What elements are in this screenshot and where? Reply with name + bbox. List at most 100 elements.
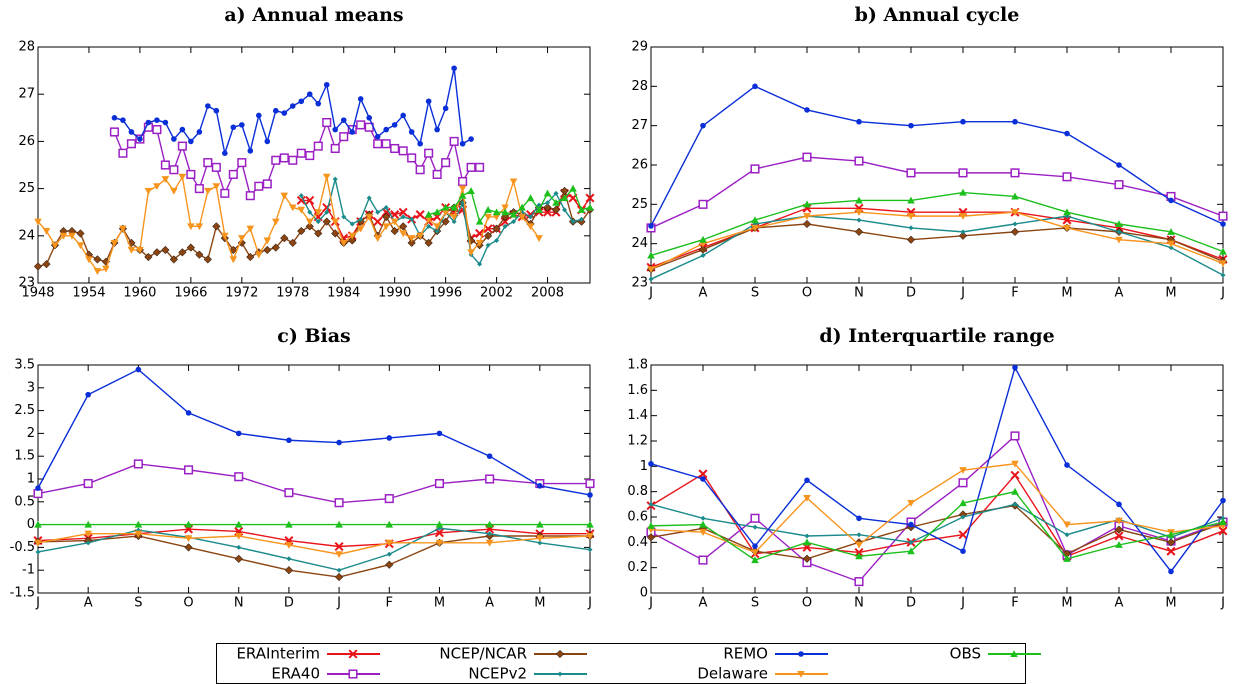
x-tick-label: D bbox=[906, 596, 916, 611]
marker bbox=[441, 209, 450, 216]
marker bbox=[169, 165, 179, 175]
marker bbox=[424, 238, 433, 248]
marker bbox=[398, 146, 408, 156]
marker bbox=[647, 251, 655, 259]
marker bbox=[385, 560, 394, 569]
marker bbox=[314, 209, 323, 216]
marker bbox=[804, 477, 810, 484]
marker bbox=[254, 181, 264, 191]
marker bbox=[1167, 530, 1175, 538]
marker bbox=[382, 223, 390, 231]
marker bbox=[195, 250, 204, 259]
y-tick-label: -1.5 bbox=[10, 586, 35, 601]
y-tick-label: 3.5 bbox=[14, 358, 35, 373]
marker bbox=[76, 229, 85, 238]
marker bbox=[341, 214, 347, 220]
marker bbox=[426, 223, 432, 229]
marker bbox=[136, 246, 144, 254]
marker bbox=[348, 236, 357, 245]
marker bbox=[485, 242, 491, 248]
marker bbox=[205, 103, 211, 109]
marker bbox=[386, 435, 393, 441]
series-line bbox=[37, 368, 591, 496]
marker bbox=[169, 255, 179, 264]
marker bbox=[288, 204, 297, 212]
marker bbox=[407, 153, 417, 163]
marker bbox=[1115, 517, 1123, 525]
marker bbox=[68, 232, 76, 240]
marker bbox=[229, 256, 238, 264]
marker bbox=[127, 246, 136, 254]
marker bbox=[484, 213, 492, 221]
marker bbox=[537, 483, 543, 489]
marker bbox=[184, 520, 193, 528]
y-tick-label: 27 bbox=[631, 118, 648, 133]
marker bbox=[33, 262, 43, 271]
marker bbox=[33, 489, 43, 499]
marker bbox=[501, 204, 509, 212]
y-tick-label: 0 bbox=[27, 517, 35, 532]
series-line bbox=[650, 215, 1224, 280]
marker bbox=[237, 238, 246, 248]
marker bbox=[288, 238, 297, 248]
marker bbox=[416, 232, 424, 240]
x-tick-label: O bbox=[183, 596, 193, 611]
marker bbox=[1012, 221, 1018, 227]
marker bbox=[358, 216, 364, 222]
marker bbox=[1220, 221, 1226, 227]
marker bbox=[451, 65, 457, 72]
x-tick-label: J bbox=[587, 596, 592, 611]
series-line bbox=[37, 533, 591, 555]
marker bbox=[334, 541, 344, 551]
marker bbox=[109, 127, 119, 137]
marker bbox=[111, 115, 118, 121]
marker bbox=[305, 222, 314, 231]
marker bbox=[1064, 532, 1070, 538]
series-line bbox=[650, 211, 1224, 270]
marker bbox=[134, 530, 143, 538]
marker bbox=[855, 196, 863, 204]
y-tick-label: 28 bbox=[631, 79, 648, 94]
x-tick-label: A bbox=[485, 596, 494, 611]
marker bbox=[255, 251, 263, 259]
x-tick-label: M bbox=[534, 596, 545, 611]
marker bbox=[1063, 224, 1071, 232]
marker bbox=[501, 208, 509, 216]
marker bbox=[119, 225, 127, 233]
legend-label: ERAInterim bbox=[236, 645, 320, 663]
marker bbox=[184, 543, 193, 552]
marker bbox=[803, 213, 811, 220]
marker bbox=[245, 191, 255, 201]
marker bbox=[1115, 541, 1123, 548]
x-tick-label: A bbox=[699, 596, 708, 611]
marker bbox=[34, 539, 42, 547]
marker bbox=[375, 209, 381, 215]
marker bbox=[475, 162, 485, 172]
marker bbox=[475, 239, 484, 247]
marker bbox=[1012, 118, 1018, 125]
x-tick-label: M bbox=[434, 596, 445, 611]
marker bbox=[586, 203, 594, 211]
y-tick-label: 23 bbox=[18, 276, 35, 291]
marker bbox=[331, 229, 340, 238]
marker bbox=[750, 513, 760, 523]
marker bbox=[177, 141, 187, 151]
marker bbox=[699, 520, 707, 528]
y-tick-label: 28 bbox=[18, 40, 35, 55]
series-line bbox=[37, 528, 590, 548]
marker bbox=[382, 212, 391, 222]
marker bbox=[211, 162, 221, 172]
marker bbox=[110, 239, 119, 247]
chart-title: d) Interquartile range bbox=[819, 325, 1054, 347]
marker bbox=[434, 228, 440, 234]
y-tick-label: 0.5 bbox=[14, 494, 35, 509]
marker bbox=[279, 153, 289, 163]
marker bbox=[229, 245, 238, 255]
marker bbox=[322, 117, 332, 128]
marker bbox=[1011, 209, 1019, 216]
series-line bbox=[37, 174, 540, 273]
legend-marker bbox=[798, 651, 804, 657]
x-tick-label: 1996 bbox=[429, 286, 462, 301]
chart-title: a) Annual means bbox=[224, 4, 403, 26]
y-tick-label: -0.5 bbox=[10, 540, 35, 555]
